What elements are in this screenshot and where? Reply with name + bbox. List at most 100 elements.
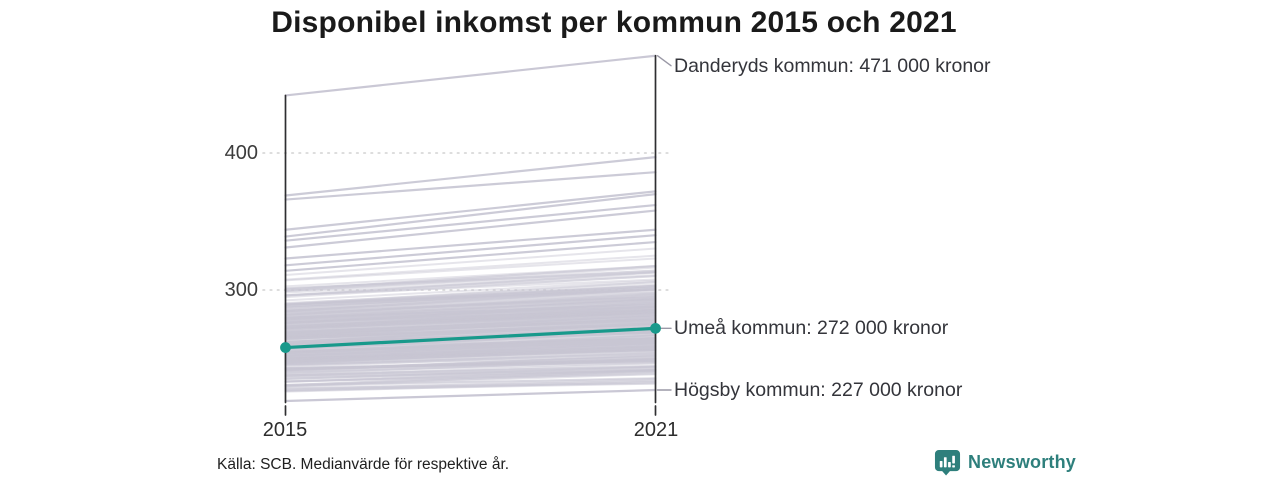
slope-line-background bbox=[284, 290, 657, 309]
slope-line-background bbox=[284, 358, 657, 370]
slope-line-background bbox=[284, 307, 657, 325]
slope-line-background bbox=[284, 346, 657, 362]
slope-line-background bbox=[284, 310, 657, 331]
slope-line-background bbox=[284, 297, 657, 318]
slope-line-background bbox=[284, 348, 657, 364]
slope-line-background bbox=[284, 327, 657, 340]
slope-line-background bbox=[284, 355, 657, 366]
slope-line-background bbox=[284, 342, 657, 360]
slope-line-background bbox=[284, 294, 657, 318]
slope-line-background bbox=[284, 379, 657, 393]
slope-line-background bbox=[284, 365, 657, 376]
slope-line-background bbox=[284, 348, 657, 362]
slope-line-background bbox=[284, 339, 657, 358]
slope-line-background bbox=[284, 351, 657, 366]
slope-line-background bbox=[284, 357, 657, 373]
slope-line-background bbox=[284, 264, 657, 291]
slope-line-background bbox=[284, 291, 657, 313]
slope-line-outlier bbox=[284, 203, 657, 242]
slope-line-background bbox=[284, 300, 657, 324]
slope-line-background bbox=[284, 324, 657, 338]
slope-line-background bbox=[284, 266, 657, 292]
slope-line-background bbox=[284, 347, 657, 359]
slope-line-background bbox=[284, 338, 657, 352]
slope-line-background bbox=[284, 337, 657, 354]
slope-line-background bbox=[284, 370, 657, 388]
slope-line-background bbox=[284, 369, 657, 384]
slope-line-background bbox=[284, 323, 657, 338]
slope-line-background bbox=[284, 280, 657, 305]
slope-line-background bbox=[284, 343, 657, 357]
slope-line-background bbox=[284, 368, 657, 377]
slope-line-background bbox=[284, 309, 657, 329]
slope-line-background bbox=[284, 349, 657, 363]
slope-line-background bbox=[284, 334, 657, 354]
slope-line-background bbox=[284, 288, 657, 306]
slope-line-background bbox=[284, 312, 657, 327]
slope-line-background bbox=[284, 288, 657, 313]
slope-line-outlier bbox=[284, 156, 657, 197]
slope-line-background bbox=[284, 369, 657, 387]
slope-line-background bbox=[284, 318, 657, 336]
slope-line-background bbox=[284, 303, 657, 320]
slope-line-background bbox=[284, 322, 657, 343]
slope-line-background bbox=[284, 345, 657, 361]
slope-line-background bbox=[284, 357, 657, 370]
slope-line-background bbox=[284, 311, 657, 330]
slope-line-background bbox=[284, 373, 657, 388]
slope-line-background bbox=[284, 292, 657, 316]
slope-line-background bbox=[284, 297, 657, 319]
slope-line-h-gsby-kommun bbox=[284, 388, 657, 403]
slope-line-background bbox=[284, 314, 657, 333]
slope-line-background bbox=[284, 347, 657, 361]
slope-line-background bbox=[284, 305, 657, 322]
slope-line-background bbox=[284, 322, 657, 340]
slope-line-background bbox=[284, 318, 657, 336]
slope-line-background bbox=[284, 271, 657, 297]
slope-line-background bbox=[284, 346, 657, 365]
slope-line-background bbox=[284, 322, 657, 338]
slope-line-background bbox=[284, 326, 657, 343]
slope-line-background bbox=[284, 284, 657, 306]
slope-line-background bbox=[284, 278, 657, 297]
slope-line-background bbox=[284, 338, 657, 353]
slope-line-outlier bbox=[284, 228, 657, 260]
slope-line-background bbox=[284, 355, 657, 373]
slope-line-background bbox=[284, 293, 657, 317]
slope-line-background bbox=[284, 257, 657, 282]
slope-line-background bbox=[284, 288, 657, 308]
slope-line-background bbox=[284, 314, 657, 336]
x-axis-label-2015: 2015 bbox=[262, 419, 308, 441]
slope-line-background bbox=[284, 382, 657, 390]
slope-line-background bbox=[284, 286, 657, 310]
slope-line-background bbox=[284, 303, 657, 324]
slope-line-background bbox=[284, 310, 657, 331]
slope-line-background bbox=[284, 298, 657, 320]
slope-line-background bbox=[284, 254, 657, 281]
slope-line-background bbox=[284, 341, 657, 360]
slope-line-background bbox=[284, 297, 657, 314]
slope-line-background bbox=[284, 369, 657, 387]
slope-line-background bbox=[284, 294, 657, 314]
slope-line-background bbox=[284, 296, 657, 315]
slope-line-background bbox=[284, 373, 657, 383]
slope-line-background bbox=[284, 345, 657, 361]
slope-line-background bbox=[284, 365, 657, 377]
slope-line-background bbox=[284, 371, 657, 387]
slope-line-background bbox=[284, 325, 657, 339]
y-axis-tick-label-400: 400 bbox=[224, 142, 258, 164]
slope-line-background bbox=[284, 316, 657, 338]
slope-line-background bbox=[284, 314, 657, 334]
slope-line-background bbox=[284, 318, 657, 333]
slope-line-background bbox=[284, 350, 657, 366]
slope-line-background bbox=[284, 304, 657, 319]
slope-line-background bbox=[284, 340, 657, 355]
slope-line-highlighted bbox=[283, 326, 658, 350]
slope-line-background bbox=[284, 288, 657, 308]
slope-line-background bbox=[284, 270, 657, 297]
slope-line-background bbox=[284, 310, 657, 333]
slope-line-background bbox=[284, 288, 657, 312]
slope-line-background bbox=[284, 343, 657, 360]
slope-line-background bbox=[284, 357, 657, 371]
slope-line-background bbox=[284, 316, 657, 333]
